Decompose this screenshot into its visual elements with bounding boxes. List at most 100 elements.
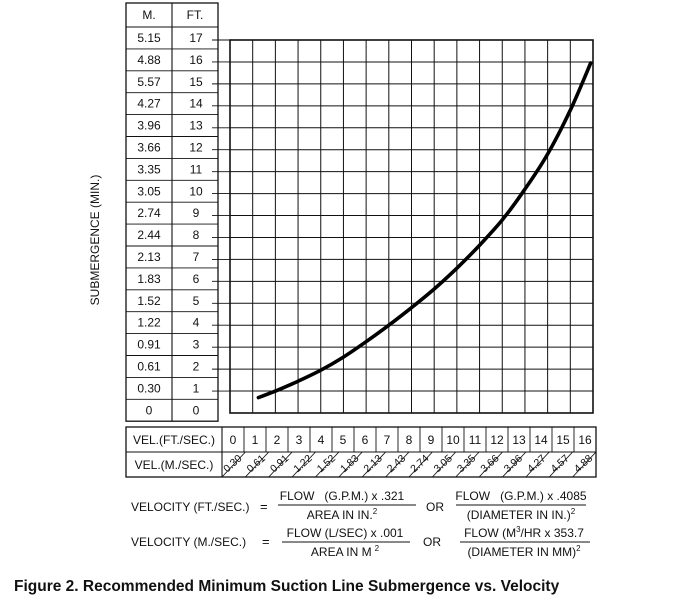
y-axis-table: M. FT.5.15 174.88 165.57 154.27 143.96 133.66 1… (125, 2, 219, 422)
y-tick-meter: 3.96 (137, 119, 161, 133)
y-tick-feet: 7 (193, 250, 200, 264)
y-tick-meter: 0 (146, 403, 153, 417)
x-table-diagonal (408, 451, 433, 478)
x-tick-meter: 4.88 (572, 452, 595, 475)
x-tick-feet: 15 (556, 433, 570, 447)
y-axis-label: SUBMERGENCE (MIN.) (88, 175, 102, 306)
y-tick-meter: 1.22 (137, 316, 161, 330)
x-tick-feet: 6 (362, 433, 369, 447)
y-tick-meter: 4.27 (137, 97, 161, 111)
y-tick-meter: 2.44 (137, 228, 161, 242)
formula-ft-or: OR (426, 500, 444, 514)
x-tick-feet: 4 (318, 433, 325, 447)
y-tick-meter: 2.13 (137, 250, 161, 264)
y-tick-feet: 12 (189, 141, 203, 155)
x-tick-feet: 0 (230, 433, 237, 447)
y-tick-feet: 15 (189, 75, 203, 89)
y-tick-meter: 2.74 (137, 206, 161, 220)
x-tick-meter: 3.96 (502, 452, 525, 475)
x-tick-meter: 1.83 (338, 452, 361, 475)
plot-grid (212, 39, 594, 414)
x-tick-meter: 3.35 (455, 452, 478, 475)
y-tick-meter: 0.91 (137, 338, 161, 352)
x-tick-meter: 0.91 (268, 452, 291, 475)
x-table-diagonal (432, 451, 457, 478)
x-table-diagonal (291, 451, 316, 478)
x-tick-feet: 13 (512, 433, 526, 447)
y-tick-feet: 16 (189, 53, 203, 67)
formula-m-num1: FLOW (L/SEC) x .001 (287, 526, 404, 540)
x-table-diagonal (525, 451, 550, 478)
x-tick-meter: 4.57 (548, 452, 571, 475)
y-tick-feet: 5 (193, 294, 200, 308)
x-table-diagonal (268, 451, 293, 478)
x-tick-feet: 8 (406, 433, 413, 447)
x-tick-feet: 14 (534, 433, 548, 447)
x-axis-table: VEL.(FT./SEC.)VEL.(M./SEC.)0 1 2 3 4 5 6 7 8 9 10 1… (125, 426, 597, 478)
y-table-header-ft: FT. (187, 8, 204, 22)
x-tick-meter: 1.52 (315, 452, 338, 475)
x-tick-meter: 3.05 (432, 452, 455, 475)
y-tick-feet: 17 (189, 31, 203, 45)
x-tick-meter: 0.61 (245, 452, 268, 475)
plot-border (229, 39, 594, 414)
formula-m: VELOCITY (M./SEC.) = FLOW (L/SEC) x .001… (131, 525, 590, 559)
formula-ft-den1: AREA IN IN.2 (307, 507, 378, 522)
x-table-diagonal (385, 451, 410, 478)
y-tick-feet: 0 (193, 403, 200, 417)
x-table-diagonal (221, 451, 246, 478)
y-tick-meter: 0.30 (137, 381, 161, 395)
x-table-diagonal (361, 451, 386, 478)
x-tick-feet: 2 (274, 433, 281, 447)
submergence-curve (256, 61, 593, 400)
x-tick-feet: 9 (428, 433, 435, 447)
formula-m-den2: (DIAMETER IN MM)2 (467, 544, 581, 559)
x-tick-meter: 3.66 (478, 452, 501, 475)
x-tick-feet: 12 (490, 433, 504, 447)
formula-m-or: OR (423, 535, 441, 549)
y-tick-meter: 0.61 (137, 360, 161, 374)
y-tick-meter: 3.05 (137, 184, 161, 198)
formula-ft: VELOCITY (FT./SEC.) = FLOW (G.P.M.) x .3… (131, 489, 587, 522)
y-tick-feet: 8 (193, 228, 200, 242)
x-tick-feet: 1 (252, 433, 259, 447)
y-tick-feet: 3 (193, 338, 200, 352)
x-table-diagonal (502, 451, 527, 478)
x-tick-meter: 2.43 (385, 452, 408, 475)
y-tick-meter: 1.83 (137, 272, 161, 286)
x-tick-feet: 7 (384, 433, 391, 447)
y-tick-meter: 4.88 (137, 53, 161, 67)
x-tick-feet: 11 (469, 433, 482, 447)
formula-ft-num1: FLOW (G.P.M.) x .321 (280, 489, 405, 503)
x-tick-feet: 10 (446, 433, 460, 447)
x-tick-feet: 3 (296, 433, 303, 447)
y-tick-feet: 13 (189, 119, 203, 133)
y-tick-feet: 4 (193, 316, 200, 330)
formula-m-num2: FLOW (M3/HR x 353.7 (464, 525, 584, 540)
y-tick-meter: 5.15 (137, 31, 161, 45)
figure-caption: Figure 2. Recommended Minimum Suction Li… (14, 578, 560, 595)
y-tick-meter: 3.66 (137, 141, 161, 155)
x-tick-feet: 5 (340, 433, 347, 447)
y-tick-feet: 10 (189, 184, 203, 198)
x-tick-meter: 1.22 (291, 452, 314, 475)
formula-ft-label: VELOCITY (FT./SEC.) (131, 500, 249, 514)
x-table-diagonal (572, 451, 597, 478)
y-tick-feet: 9 (193, 206, 200, 220)
y-tick-feet: 14 (189, 97, 203, 111)
formula-m-label: VELOCITY (M./SEC.) (131, 535, 246, 549)
y-tick-feet: 2 (193, 360, 200, 374)
formula-ft-num2: FLOW (G.P.M.) x .4085 (455, 489, 586, 503)
x-table-diagonal (455, 451, 480, 478)
x-table-diagonal (338, 451, 363, 478)
y-tick-meter: 1.52 (137, 294, 161, 308)
x-tick-meter: 0.30 (221, 452, 244, 475)
x-tick-feet: 16 (578, 433, 592, 447)
y-tick-feet: 1 (193, 381, 200, 395)
x-table-diagonal (245, 451, 270, 478)
y-tick-feet: 11 (190, 162, 203, 176)
formula-ft-equals: = (260, 499, 268, 514)
x-table-diagonal (478, 451, 503, 478)
